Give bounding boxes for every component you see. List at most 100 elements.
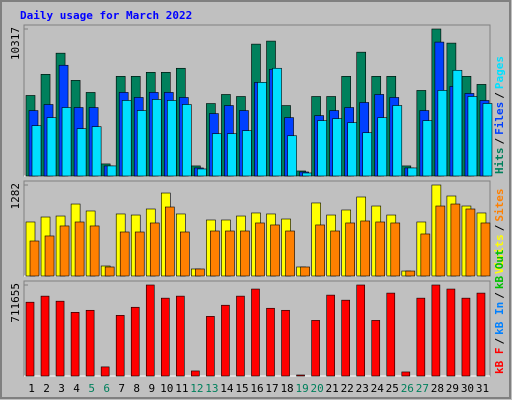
bar: [91, 126, 102, 177]
x-tick-label: 31: [476, 382, 489, 395]
x-tick-label: 25: [386, 382, 399, 395]
bar: [180, 231, 190, 277]
x-tick-label: 3: [58, 382, 65, 395]
bar: [362, 132, 373, 177]
bar: [450, 203, 461, 277]
bar: [242, 130, 252, 177]
bar: [386, 292, 396, 377]
bar: [270, 224, 280, 277]
x-tick-label: 21: [326, 382, 339, 395]
bar: [134, 231, 145, 277]
x-tick-label: 8: [133, 382, 140, 395]
x-tick-label: 14: [220, 382, 234, 395]
x-tick-label: 6: [103, 382, 110, 395]
bar: [435, 205, 446, 277]
bar: [100, 366, 110, 377]
bar: [121, 100, 132, 177]
bar: [191, 370, 200, 377]
bar: [360, 220, 371, 277]
bar: [452, 69, 463, 177]
bar: [437, 90, 448, 177]
bar: [76, 128, 87, 177]
bar: [266, 307, 275, 377]
bar: [46, 117, 57, 177]
bar: [210, 230, 220, 277]
bar: [416, 297, 426, 377]
bar: [390, 222, 401, 277]
bar: [431, 284, 441, 377]
legend: kB F / kB In / kB Out: [493, 249, 506, 374]
bar: [104, 266, 115, 277]
bar: [40, 295, 50, 377]
bar: [272, 67, 282, 177]
x-tick-label: 26: [401, 382, 414, 395]
bar: [407, 167, 418, 177]
bar: [287, 135, 297, 177]
legend-entry: kB In: [493, 302, 506, 335]
bar: [326, 294, 335, 377]
legend-entry: Visits: [493, 234, 506, 274]
bar: [392, 105, 403, 177]
x-tick-label: 20: [311, 382, 324, 395]
legend-separator: /: [493, 224, 506, 231]
bar: [227, 133, 237, 177]
x-tick-label: 19: [295, 382, 308, 395]
x-tick-label: 11: [175, 382, 188, 395]
x-tick-label: 29: [446, 382, 459, 395]
bar: [59, 225, 70, 277]
y-max-label: 1282: [9, 183, 22, 210]
bar: [119, 231, 130, 277]
bar: [197, 168, 207, 177]
x-tick-label: 28: [431, 382, 444, 395]
bar: [251, 288, 260, 377]
bar: [377, 117, 388, 177]
bar: [405, 270, 416, 277]
bar: [255, 222, 265, 277]
bar: [85, 309, 95, 377]
x-tick-label: 13: [205, 382, 218, 395]
legend: Hits / Files / Pages: [493, 56, 506, 174]
bar: [446, 288, 456, 377]
bar: [347, 122, 357, 177]
bar: [130, 306, 140, 377]
bar: [401, 371, 411, 377]
bar: [302, 172, 312, 177]
bar: [345, 222, 355, 277]
x-tick-label: 27: [416, 382, 429, 395]
bar: [296, 374, 305, 377]
bar: [375, 221, 386, 277]
legend-separator: /: [493, 92, 506, 99]
legend-entry: Pages: [493, 56, 506, 89]
bar: [281, 309, 290, 377]
bar: [482, 103, 493, 177]
bar: [315, 224, 325, 277]
bar: [29, 240, 40, 277]
legend-separator: /: [493, 138, 506, 145]
bar: [70, 312, 80, 377]
x-tick-label: 12: [190, 382, 203, 395]
x-tick-label: 24: [371, 382, 385, 395]
bar: [285, 230, 295, 277]
bar: [74, 221, 85, 277]
bar: [160, 297, 170, 377]
bar: [25, 301, 35, 377]
bar: [145, 284, 155, 377]
bar: [356, 284, 366, 377]
bar: [240, 230, 250, 277]
bar: [467, 96, 478, 177]
x-tick-label: 5: [88, 382, 95, 395]
bar: [89, 225, 100, 277]
x-tick-label: 18: [280, 382, 293, 395]
bar: [332, 118, 342, 177]
bar: [195, 268, 205, 277]
x-tick-label: 2: [43, 382, 50, 395]
bar: [257, 82, 267, 177]
x-tick-label: 17: [265, 382, 278, 395]
legend-entry: kB Out: [493, 249, 506, 289]
bar: [480, 222, 491, 277]
legend-entry: Sites: [493, 189, 506, 222]
bar: [236, 295, 245, 377]
bar: [212, 133, 222, 177]
bar: [461, 297, 471, 377]
